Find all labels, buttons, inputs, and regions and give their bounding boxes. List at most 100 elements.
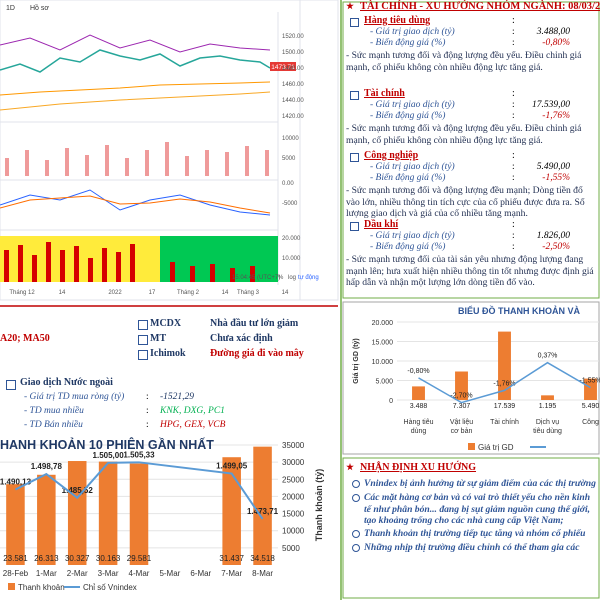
legend-label: Chỉ số Vnindex — [83, 583, 137, 592]
separator: : — [512, 173, 515, 183]
row-label: - Giá trị giao dịch (tỷ) — [370, 100, 455, 110]
foreign-value: HPG, GEX, VCB — [160, 420, 226, 430]
bar — [98, 461, 118, 565]
foreign-label: - TD mua nhiều — [24, 406, 84, 416]
line-label: -1,55% — [579, 378, 600, 385]
check — [6, 380, 16, 390]
separator: : — [512, 150, 515, 161]
separator: : — [512, 219, 515, 230]
row-label: - Giá trị giao dịch (tỷ) — [370, 231, 455, 241]
check — [350, 18, 359, 27]
separator: : — [512, 27, 515, 37]
line-label: 1.505,00 — [93, 451, 125, 460]
x-tick-label: 7-Mar — [221, 569, 242, 578]
row-value: -2,50% — [542, 242, 570, 252]
indicator-tick: -5000 — [282, 201, 298, 207]
x-tick-label: Dịch vụ tiêu dùng — [533, 419, 562, 435]
foreign-value: -1521,29 — [160, 392, 195, 402]
row-label: - Biến động giá (%) — [370, 38, 446, 48]
bar — [67, 461, 87, 565]
price-tick: 1520.00 — [282, 34, 304, 40]
y2-tick-label: 20000 — [282, 492, 305, 501]
indicator-value: Đường giá đi vào mây — [210, 348, 304, 359]
band-line — [0, 34, 271, 53]
time-tick: 2022 — [108, 290, 122, 296]
legend-swatch — [8, 583, 15, 590]
price-tick: 1480.00 — [282, 66, 304, 72]
bar — [584, 378, 597, 400]
sector-title: TÀI CHÍNH - XU HƯỚNG NHÓM NGÀNH: 08/03/2… — [360, 1, 600, 12]
legend-swatch — [468, 443, 475, 450]
bullet — [352, 480, 360, 488]
line-label: -0,80% — [407, 368, 429, 375]
chart-title: BIỂU ĐỒ THANH KHOẢN VÀ — [458, 305, 581, 316]
bar-label: 29.581 — [127, 554, 152, 563]
check — [350, 153, 359, 162]
line-label: 1.473,71 — [247, 507, 279, 516]
sector-name: Dầu khí — [364, 219, 399, 230]
time-label: 15:04:45 (UTC+7) — [232, 275, 280, 281]
x-tick-label: 28-Feb — [3, 569, 29, 578]
separator: : — [512, 111, 515, 121]
bar-label: 34.518 — [250, 554, 275, 563]
liquidity-chart: 5000 10000 15000 20000 25000 30000 35000 Thanh … — [0, 441, 324, 592]
line — [14, 461, 264, 520]
y2-tick-label: 5000 — [282, 544, 300, 553]
separator: : — [512, 38, 515, 48]
time-tick: 14 — [222, 290, 229, 296]
bar-label: 3.488 — [410, 403, 428, 410]
sector-desc: - Sức mạnh tương đối và động lượng đều y… — [346, 50, 582, 73]
price-tick: 1460.00 — [282, 82, 304, 88]
row-value: -0,80% — [542, 38, 570, 48]
bar-label: 26.313 — [34, 554, 59, 563]
mcdx-area — [0, 236, 160, 282]
line-label: 1.498,78 — [31, 462, 63, 471]
ma-line — [0, 81, 271, 96]
check — [138, 320, 148, 330]
check — [138, 350, 148, 360]
y2-tick-label: 15000 — [282, 510, 305, 519]
scale-option: % — [278, 275, 284, 281]
signal-line — [0, 195, 271, 214]
ma-line — [0, 91, 271, 111]
sector-name: Hàng tiêu dùng — [364, 15, 431, 26]
x-tick-label: 3-Mar — [98, 569, 119, 578]
outlook-item: Các mặt hàng cơ bản và có vai trò thiết … — [364, 492, 591, 526]
ma-label: A20; MA50 — [0, 333, 50, 344]
y-tick-label: 10.000 — [372, 359, 394, 366]
mcdx-bars — [4, 242, 255, 282]
price-tick: 1440.00 — [282, 98, 304, 104]
bar-label: 7.307 — [453, 403, 471, 410]
line-label: 0,37% — [538, 353, 558, 360]
toolbar-item[interactable]: Hồ sơ — [30, 3, 49, 12]
time-tick: Tháng 3 — [237, 290, 260, 296]
bar — [253, 446, 272, 565]
legend-label: Giá trị GD — [478, 443, 514, 452]
sector-desc: - Sức mạnh tương đối và động lượng đều y… — [346, 123, 582, 146]
legend-label: Thanh khoản — [18, 583, 65, 592]
x-tick-label: 5-Mar — [159, 569, 180, 578]
scale-option: log — [288, 275, 296, 281]
separator: : — [512, 100, 515, 110]
row-value: 1.826,00 — [536, 231, 570, 241]
time-tick: 14 — [59, 290, 66, 296]
bar-label: 30.327 — [65, 554, 90, 563]
separator: : — [146, 406, 149, 416]
separator: : — [146, 392, 149, 402]
bullet — [352, 494, 360, 502]
x-tick-label: Hàng tiêu dùng — [404, 419, 434, 435]
time-tick: Tháng 12 — [9, 290, 35, 296]
indicator-value: Nhà đầu tư lớn giảm — [210, 318, 299, 329]
bar-label: 5.490 — [582, 403, 600, 410]
indicator-name: Ichimok — [150, 348, 186, 359]
separator: : — [146, 420, 149, 430]
star — [346, 463, 354, 471]
bar — [541, 395, 554, 400]
last-price-tag — [270, 62, 296, 71]
foreign-label: - Giá trị TD mua ròng (tỷ) — [24, 392, 125, 402]
mcdx-area — [160, 236, 278, 282]
row-value: -1,55% — [542, 173, 570, 183]
chart-box — [342, 301, 600, 455]
time-tick: 14 — [282, 290, 289, 296]
